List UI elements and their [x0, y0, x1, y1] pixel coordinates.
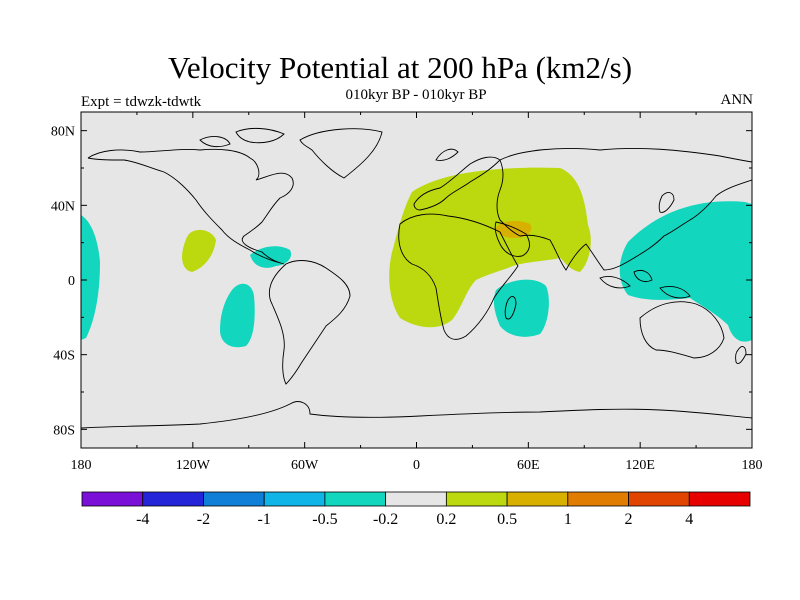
- contour-fill-layer: [81, 167, 752, 348]
- colorbar-swatch: [203, 491, 265, 507]
- coast-new-zealand: [735, 346, 747, 365]
- chart-subtitle: 010kyr BP - 010kyr BP: [345, 87, 487, 103]
- colorbar-label: -0.5: [312, 511, 337, 528]
- lat-tick-label: 40N: [51, 199, 75, 214]
- coast-antarctica: [81, 401, 752, 429]
- experiment-label: Expt = tdwzk-tdwtk: [81, 94, 202, 110]
- colorbar-swatch: [81, 491, 144, 507]
- axis-labels: 180 120W 60W 0 60E 120E 180 80N 40N 0 40S 80S: [51, 125, 763, 473]
- lon-tick-label: 0: [413, 458, 420, 473]
- coast-africa: [398, 213, 519, 340]
- colorbar-label: -0.2: [373, 511, 398, 528]
- coast-greenland: [299, 128, 383, 179]
- colorbar-swatch: [628, 491, 690, 507]
- coast-arabia: [494, 221, 530, 257]
- coast-south-america: [268, 260, 351, 385]
- coast-japan: [658, 192, 675, 213]
- coastlines: [81, 127, 752, 429]
- axis-ticks: [80, 112, 753, 448]
- colorbar-swatch: [688, 491, 751, 507]
- region-central-pacific-negative: [81, 215, 100, 340]
- region-north-africa-asia-positive: [389, 167, 591, 328]
- coast-asia: [496, 147, 752, 271]
- colorbar-label: -4: [136, 511, 149, 528]
- colorbar-label: 2: [625, 511, 633, 528]
- coast-maritime-continent: [599, 269, 691, 299]
- colorbar-swatch: [324, 491, 387, 507]
- region-east-pacific-positive: [182, 229, 216, 272]
- colorbar-swatch: [263, 491, 326, 507]
- lat-tick-label: 80S: [53, 423, 75, 438]
- colorbar-label: -2: [197, 511, 210, 528]
- colorbar-label: -1: [258, 511, 271, 528]
- colorbar-label: 0.5: [497, 511, 517, 528]
- lat-tick-label: 40S: [53, 349, 75, 364]
- region-west-pacific-negative: [619, 201, 752, 342]
- colorbar-label: 0.2: [436, 511, 456, 528]
- coast-arctic-islands: [199, 127, 285, 148]
- colorbar-label: 4: [685, 511, 693, 528]
- coast-australia: [639, 301, 725, 359]
- colorbar-swatch: [142, 491, 204, 507]
- coast-europe: [413, 148, 501, 211]
- colorbar-swatch: [385, 491, 447, 507]
- colorbar: -4 -2 -1 -0.5 -0.2 0.2 0.5 1 2 4: [81, 491, 751, 528]
- colorbar-label: 1: [564, 511, 572, 528]
- lon-tick-label: 120E: [625, 458, 655, 473]
- chart-title: Velocity Potential at 200 hPa (km2/s): [167, 50, 633, 85]
- colorbar-swatch: [567, 491, 629, 507]
- lon-tick-label: 180: [71, 458, 92, 473]
- lon-tick-label: 60W: [291, 458, 319, 473]
- lon-tick-label: 180: [742, 458, 763, 473]
- coast-madagascar: [504, 296, 517, 320]
- colorbar-swatch: [506, 491, 569, 507]
- lon-tick-label: 120W: [176, 458, 211, 473]
- lon-tick-label: 60E: [517, 458, 540, 473]
- lat-tick-label: 80N: [51, 125, 75, 140]
- season-label: ANN: [720, 92, 754, 108]
- coast-north-america: [87, 148, 294, 265]
- region-indian-ocean-negative: [493, 279, 549, 337]
- lat-tick-label: 0: [68, 274, 75, 289]
- colorbar-swatch: [445, 491, 508, 507]
- region-east-pacific-negative: [220, 283, 255, 348]
